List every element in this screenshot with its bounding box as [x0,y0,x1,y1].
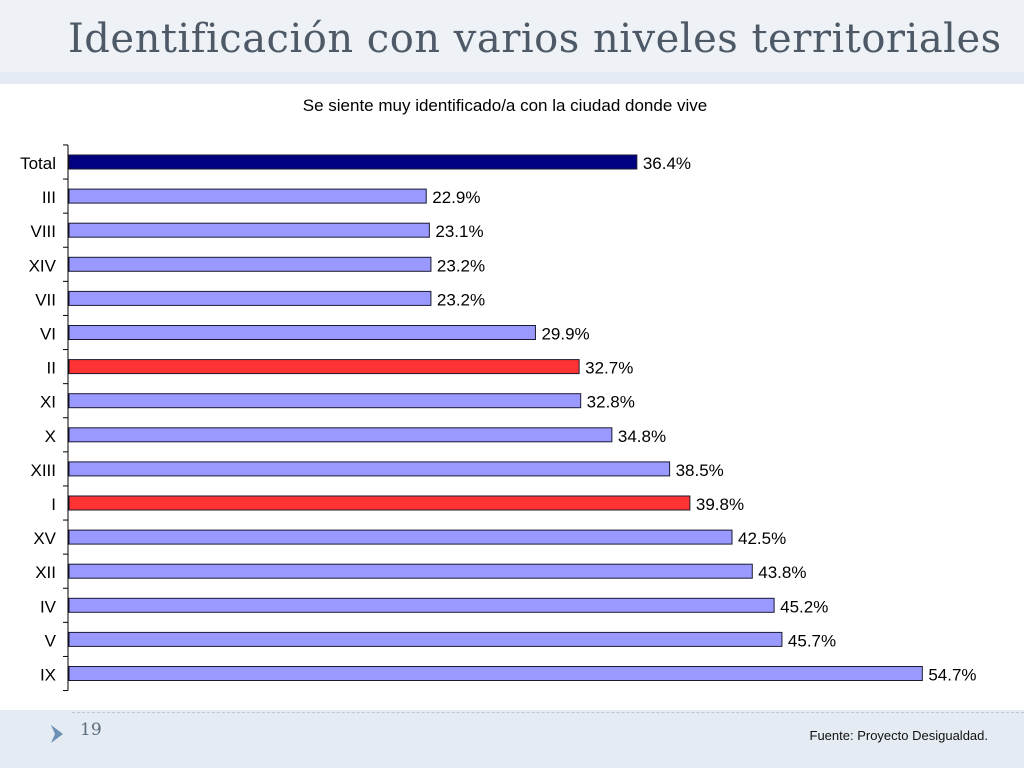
category-label: XIII [30,461,56,480]
footer-divider [72,712,1024,713]
category-label: VII [35,290,56,309]
value-label: 23.2% [437,290,485,309]
value-label: 38.5% [676,461,724,480]
bar-vi [68,325,536,340]
value-label: 54.7% [928,666,976,685]
value-label: 42.5% [738,529,786,548]
category-label: XII [35,563,56,582]
page-number: 19 [80,720,102,740]
value-label: 23.2% [437,256,485,275]
slide-title: Identificación con varios niveles territ… [68,16,1002,62]
chart-title: Se siente muy identificado/a con la ciud… [303,96,707,115]
category-label: VI [40,325,56,344]
category-label: I [51,495,56,514]
category-label: XI [40,393,56,412]
bar-xv [68,529,733,545]
value-label: 23.1% [435,222,483,241]
source-note: Fuente: Proyecto Desigualdad. [809,728,989,743]
bar-iv [68,597,775,613]
bar-vii [68,290,432,306]
category-label: II [47,359,56,378]
value-label: 45.2% [780,597,828,616]
value-label: 39.8% [696,495,744,514]
value-label: 29.9% [541,325,589,344]
category-label: IX [40,666,56,685]
category-label: IV [40,597,57,616]
category-label: XV [33,529,56,548]
bar-xi [68,393,582,409]
value-label: 36.4% [643,154,691,173]
bar-x [68,427,613,443]
value-label: 22.9% [432,188,480,207]
value-label: 45.7% [788,631,836,650]
category-label: XIV [29,256,57,275]
bar-xiv [68,256,432,272]
bar-iii [68,188,427,204]
bar-viii [68,222,430,238]
bar-ii [68,359,580,375]
value-label: 43.8% [758,563,806,582]
title-band [0,0,1024,72]
bar-chart: Se siente muy identificado/a con la ciud… [20,96,977,692]
bar-total [68,154,638,170]
category-label: X [45,427,56,446]
value-label: 34.8% [618,427,666,446]
category-label: Total [20,154,56,173]
value-label: 32.8% [587,393,635,412]
value-label: 32.7% [585,359,633,378]
category-label: V [45,631,57,650]
category-label: III [42,188,56,207]
bar-ix [68,666,923,681]
bar-i [68,495,691,511]
bar-xii [68,563,753,579]
bar-xiii [68,461,671,477]
chevron-right-icon [51,725,63,743]
category-label: VIII [30,222,56,241]
bar-v [68,631,783,647]
